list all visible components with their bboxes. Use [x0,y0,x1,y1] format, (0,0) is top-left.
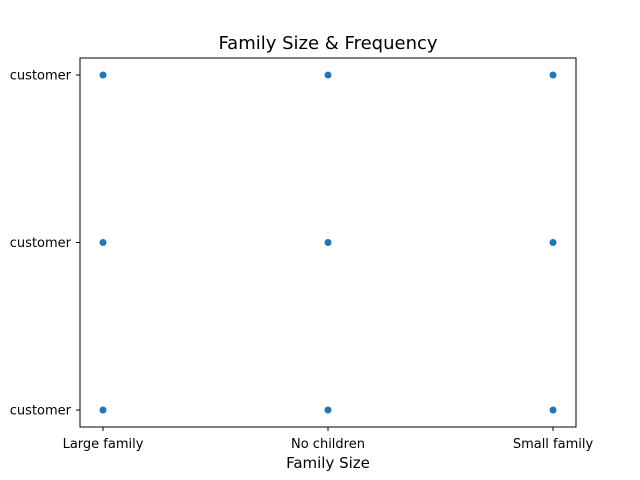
scatter-point [99,406,107,414]
data-points [99,71,557,414]
x-tick-label: No children [291,437,365,452]
x-axis-label: Family Size [286,454,370,472]
chart-title: Family Size & Frequency [218,33,437,54]
scatter-point [549,239,557,246]
y-tick-label: customer [10,236,72,251]
scatter-point [324,239,332,246]
y-axis: customer customer customer [10,69,80,419]
x-axis: Large family No children Small family [63,427,594,452]
x-tick-label: Small family [513,437,594,452]
scatter-point [549,71,557,79]
scatter-point [549,406,557,414]
x-tick-label: Large family [63,437,144,452]
scatter-point [324,406,332,414]
scatter-point [99,239,107,246]
y-tick-label: customer [10,69,72,84]
scatter-point [324,71,332,79]
scatter-point [99,71,107,79]
y-tick-label: customer [10,404,72,419]
